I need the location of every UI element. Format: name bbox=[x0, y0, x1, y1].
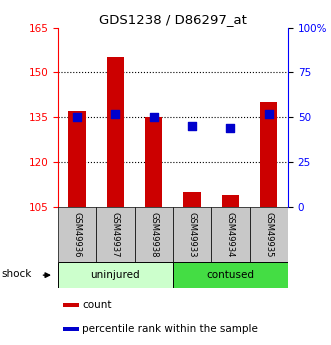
Text: GSM49936: GSM49936 bbox=[72, 212, 82, 257]
Text: GSM49938: GSM49938 bbox=[149, 212, 158, 257]
Bar bbox=[63, 303, 79, 307]
Bar bbox=[260, 102, 277, 207]
Point bbox=[74, 115, 80, 120]
Text: percentile rank within the sample: percentile rank within the sample bbox=[82, 324, 258, 334]
Title: GDS1238 / D86297_at: GDS1238 / D86297_at bbox=[99, 13, 247, 27]
Point bbox=[266, 111, 271, 117]
Text: GSM49933: GSM49933 bbox=[188, 212, 197, 257]
Point bbox=[189, 124, 195, 129]
Bar bbox=[96, 207, 135, 262]
Point bbox=[151, 115, 157, 120]
Bar bbox=[222, 195, 239, 207]
Bar bbox=[250, 207, 288, 262]
Text: shock: shock bbox=[1, 269, 31, 279]
Bar bbox=[145, 117, 163, 207]
Bar bbox=[58, 207, 96, 262]
Bar bbox=[173, 262, 288, 288]
Bar bbox=[173, 207, 211, 262]
Text: GSM49937: GSM49937 bbox=[111, 212, 120, 257]
Point bbox=[113, 111, 118, 117]
Text: contused: contused bbox=[207, 270, 255, 280]
Text: GSM49934: GSM49934 bbox=[226, 212, 235, 257]
Point bbox=[228, 125, 233, 131]
Bar bbox=[63, 327, 79, 331]
Bar bbox=[211, 207, 250, 262]
Bar bbox=[135, 207, 173, 262]
Text: GSM49935: GSM49935 bbox=[264, 212, 273, 257]
Text: uninjured: uninjured bbox=[91, 270, 140, 280]
Text: count: count bbox=[82, 300, 112, 310]
Bar bbox=[58, 262, 173, 288]
Bar bbox=[183, 192, 201, 207]
Bar bbox=[69, 111, 86, 207]
Bar bbox=[107, 58, 124, 207]
